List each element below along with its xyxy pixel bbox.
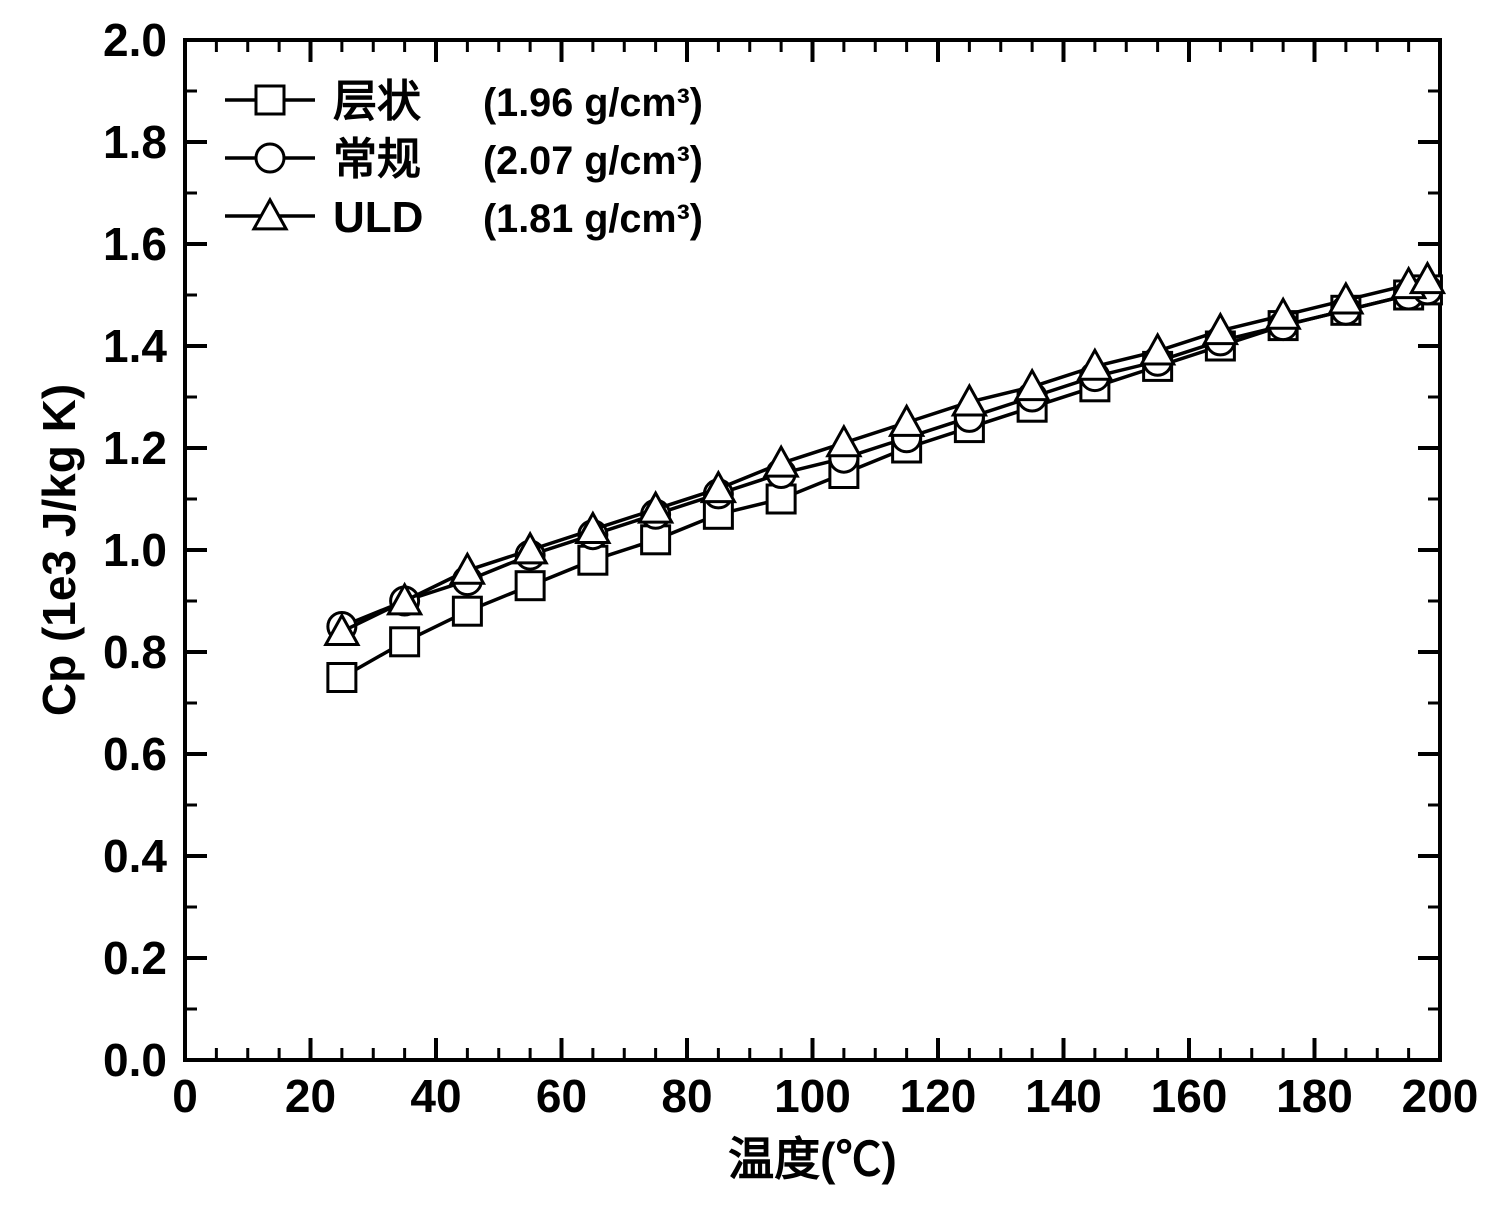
y-tick-label: 0.4 xyxy=(103,830,167,882)
triangle-marker xyxy=(765,447,797,476)
triangle-marker xyxy=(1142,335,1174,364)
y-axis-title: Cp (1e3 J/kg K) xyxy=(33,384,85,716)
legend-label-cn: 常规 xyxy=(333,135,421,184)
x-tick-label: 40 xyxy=(410,1070,461,1122)
x-tick-label: 100 xyxy=(774,1070,851,1122)
x-tick-label: 140 xyxy=(1025,1070,1102,1122)
y-tick-label: 1.6 xyxy=(103,218,167,270)
legend-row-conventional: 常规 (2.07 g/cm³) xyxy=(225,135,703,184)
square-marker xyxy=(516,572,544,600)
x-tick-label: 120 xyxy=(900,1070,977,1122)
legend-label-cn: ULD xyxy=(333,193,423,242)
cp-vs-temperature-chart: 0 20 40 60 80 100 120 140 160 180 200 温度(℃) 0.0 0.2 0.… xyxy=(0,0,1501,1207)
x-tick-label: 180 xyxy=(1276,1070,1353,1122)
series-uld xyxy=(326,264,1444,645)
x-tick-label: 160 xyxy=(1151,1070,1228,1122)
series-layered-line xyxy=(342,290,1428,678)
x-tick-label: 20 xyxy=(285,1070,336,1122)
square-marker xyxy=(767,485,795,513)
y-tick-label: 0.2 xyxy=(103,932,167,984)
legend-row-layered: 层状 (1.96 g/cm³) xyxy=(225,77,703,126)
square-marker xyxy=(579,546,607,574)
x-tick-label: 60 xyxy=(536,1070,587,1122)
y-tick-label: 1.2 xyxy=(103,422,167,474)
y-tick-label: 0.0 xyxy=(103,1034,167,1086)
legend-row-uld: ULD (1.81 g/cm³) xyxy=(225,193,703,242)
square-marker xyxy=(391,628,419,656)
y-tick-label: 2.0 xyxy=(103,14,167,66)
square-marker xyxy=(256,86,284,114)
legend-label-density: (1.81 g/cm³) xyxy=(483,197,703,241)
x-tick-label: 80 xyxy=(661,1070,712,1122)
y-tick-label: 1.4 xyxy=(103,320,167,372)
triangle-marker xyxy=(451,554,483,583)
legend-label-density: (2.07 g/cm³) xyxy=(483,139,703,183)
triangle-marker xyxy=(1016,371,1048,400)
y-tick-label: 0.6 xyxy=(103,728,167,780)
chart-svg: 0 20 40 60 80 100 120 140 160 180 200 温度(℃) 0.0 0.2 0.… xyxy=(0,0,1501,1207)
circle-marker xyxy=(256,144,284,172)
y-tick-label: 0.8 xyxy=(103,626,167,678)
y-tick-label: 1.8 xyxy=(103,116,167,168)
y-tick-label: 1.0 xyxy=(103,524,167,576)
square-marker xyxy=(642,526,670,554)
legend-label-density: (1.96 g/cm³) xyxy=(483,81,703,125)
legend-label-cn: 层状 xyxy=(333,77,422,126)
x-tick-label: 200 xyxy=(1402,1070,1479,1122)
triangle-marker xyxy=(828,427,860,456)
square-marker xyxy=(328,664,356,692)
x-axis-title: 温度(℃) xyxy=(728,1133,897,1185)
x-tick-label: 0 xyxy=(172,1070,198,1122)
triangle-marker xyxy=(891,406,923,435)
square-marker xyxy=(453,597,481,625)
